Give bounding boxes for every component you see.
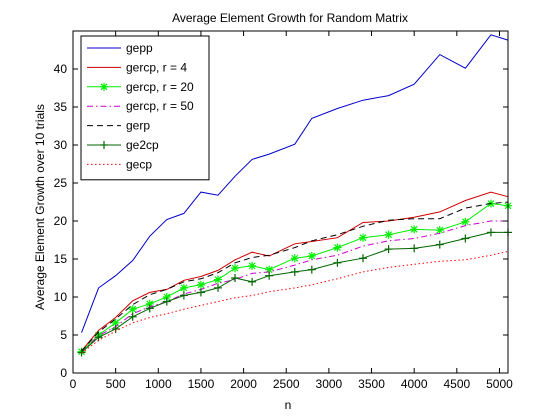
- legend-box: [80, 35, 210, 181]
- data-point: [384, 245, 393, 254]
- data-point: [248, 277, 257, 286]
- legend-marker: [100, 82, 108, 91]
- series-line-2: [81, 202, 509, 353]
- legend: gepp gercp, r = 4 gercp, r = 20 gercp, r = …: [80, 35, 210, 181]
- series-line-0: [81, 34, 509, 333]
- y-tick-label: 35: [54, 100, 68, 114]
- x-tick-label: 1000: [145, 377, 172, 391]
- data-point: [214, 275, 222, 284]
- y-tick-label: 0: [60, 366, 67, 380]
- x-tick-label: 0: [70, 377, 77, 391]
- data-point: [359, 254, 367, 263]
- data-point: [231, 274, 240, 282]
- x-tick-label: 4500: [443, 377, 470, 391]
- series-3: [81, 220, 508, 353]
- x-tick-label: 500: [106, 377, 126, 391]
- data-point: [290, 267, 299, 276]
- x-tick-label: 1500: [188, 377, 215, 391]
- data-point: [359, 233, 367, 242]
- x-ticks: 0 500 1000 1500 2000 2500 3000 3500 4000 4500 5000: [70, 31, 513, 391]
- data-point: [145, 304, 154, 313]
- x-tick-label: 3500: [358, 377, 385, 391]
- legend-label: gepp: [126, 41, 153, 55]
- series-line-1: [81, 191, 509, 352]
- legend-entry: gerp: [87, 119, 150, 133]
- y-axis-label: Average Element Growth over 10 trials: [33, 104, 47, 310]
- data-point: [248, 261, 257, 270]
- series-line-5: [81, 231, 508, 353]
- data-point: [162, 297, 171, 306]
- x-axis-label: n: [285, 398, 292, 412]
- legend-label: gerp: [126, 119, 150, 133]
- series-line-6: [81, 250, 509, 354]
- x-tick-label: 3000: [316, 377, 343, 391]
- data-point: [410, 244, 419, 253]
- legend-label: gercp, r = 50: [126, 99, 194, 113]
- axes-frame: [72, 30, 509, 374]
- data-point: [333, 243, 342, 252]
- data-point: [196, 280, 205, 289]
- data-point: [77, 348, 86, 357]
- data-point: [179, 291, 188, 300]
- legend-label: gercp, r = 20: [126, 80, 194, 94]
- data-point: [461, 234, 470, 243]
- series-6: [81, 250, 509, 354]
- data-point: [128, 305, 137, 314]
- series-0: [81, 34, 509, 333]
- x-tick-label: 5000: [486, 377, 513, 391]
- data-point: [231, 264, 240, 273]
- legend-label: gecp: [126, 157, 152, 171]
- legend-marker: [100, 141, 108, 149]
- data-point: [290, 254, 299, 263]
- legend-entry: gercp, r = 4: [87, 60, 187, 74]
- data-point: [214, 283, 222, 292]
- legend-entry: ge2cp: [87, 138, 159, 152]
- data-point: [461, 217, 470, 226]
- y-ticks: 0 5 10 15 20 25 30 35 40: [54, 62, 508, 380]
- data-point: [486, 228, 495, 237]
- chart-title: Average Element Growth for Random Matrix: [172, 11, 408, 25]
- series-line-3: [81, 220, 508, 353]
- x-tick-label: 2000: [230, 377, 257, 391]
- y-tick-label: 40: [54, 62, 68, 76]
- x-tick-label: 2500: [273, 377, 300, 391]
- data-point: [384, 230, 393, 239]
- data-point: [307, 251, 316, 260]
- data-point: [265, 271, 274, 280]
- legend-entry: gepp: [87, 41, 153, 55]
- data-point: [435, 240, 444, 249]
- y-tick-label: 20: [54, 214, 68, 228]
- data-point: [333, 258, 342, 267]
- legend-entry: gercp, r = 20: [87, 80, 194, 94]
- y-tick-label: 25: [54, 176, 68, 190]
- x-tick-label: 4000: [401, 377, 428, 391]
- legend-label: gercp, r = 4: [126, 60, 187, 74]
- legend-entry: gecp: [87, 157, 152, 171]
- series-layer: [77, 34, 512, 357]
- data-point: [94, 333, 103, 342]
- legend-entry: gercp, r = 50: [87, 99, 194, 113]
- data-point: [307, 265, 316, 274]
- legend-label: ge2cp: [126, 138, 159, 152]
- y-tick-label: 10: [54, 290, 68, 304]
- series-1: [81, 191, 509, 352]
- data-point: [410, 225, 419, 234]
- data-point: [196, 288, 205, 297]
- data-point: [179, 283, 188, 292]
- y-tick-label: 30: [54, 138, 68, 152]
- y-tick-label: 15: [54, 252, 68, 266]
- y-tick-label: 5: [60, 328, 67, 342]
- data-point: [128, 312, 137, 321]
